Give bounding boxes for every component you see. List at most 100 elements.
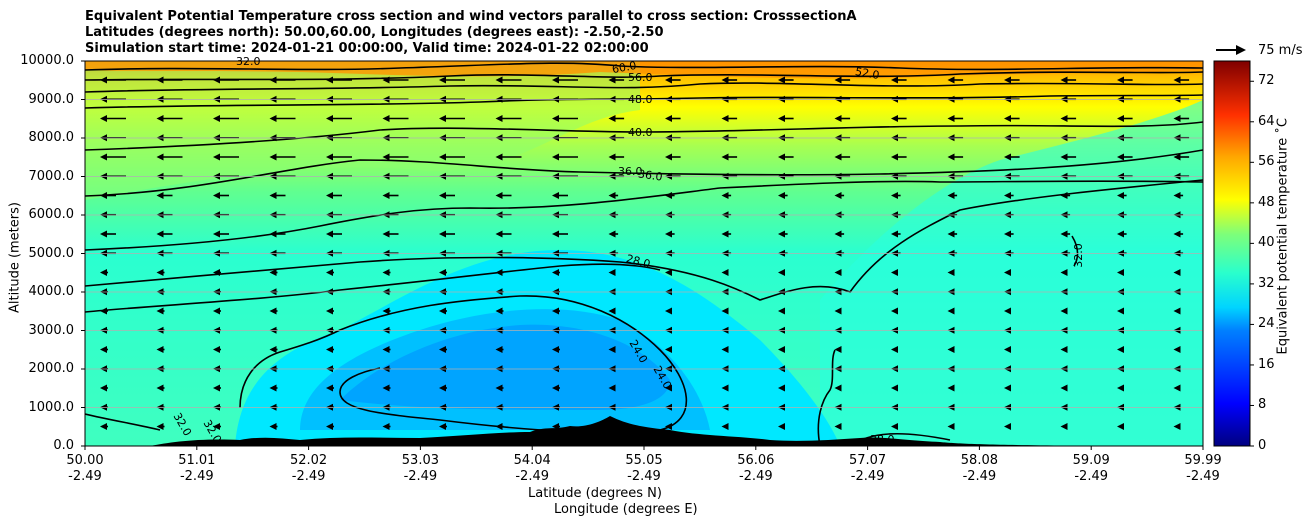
y-tick-label: 5000.0	[28, 245, 75, 261]
wind-vector	[439, 115, 465, 122]
wind-vector	[891, 307, 898, 315]
wind-vector	[721, 76, 738, 84]
colorbar-tick-marks	[1250, 80, 1254, 447]
wind-vector	[326, 192, 342, 199]
quiver-key-arrow	[1216, 45, 1246, 55]
wind-vector	[1173, 346, 1181, 353]
wind-vector	[834, 423, 842, 430]
quiver-key-label: 75 m/s	[1258, 43, 1303, 58]
wind-vector	[1117, 115, 1133, 122]
wind-vector	[778, 153, 794, 161]
wind-vector	[269, 269, 278, 276]
wind-vector	[947, 346, 955, 353]
contour-60	[85, 62, 1203, 71]
wind-vector	[1117, 76, 1133, 84]
wind-vector	[608, 230, 619, 238]
wind-vector	[834, 230, 845, 238]
wind-vector	[439, 307, 447, 315]
contour-label: 48.0	[628, 93, 653, 106]
wind-vector	[100, 192, 116, 199]
wind-vector	[552, 115, 578, 122]
wind-vector	[156, 192, 173, 199]
x-tick-latitude: 53.03	[401, 453, 439, 468]
wind-vector	[1173, 307, 1181, 315]
wind-vector	[665, 269, 672, 276]
wind-vector	[891, 346, 898, 353]
wind-vector	[382, 269, 391, 276]
contour-32c	[1071, 235, 1079, 267]
wind-vector	[326, 346, 334, 353]
y-tick-label: 7000.0	[28, 168, 75, 184]
contour-24	[239, 295, 688, 434]
wind-vector	[1117, 423, 1124, 430]
wind-vector	[382, 76, 409, 84]
wind-vector	[156, 153, 183, 161]
wind-vector	[721, 269, 729, 276]
x-tick-latitude: 59.09	[1072, 453, 1110, 468]
wind-vector	[834, 307, 842, 315]
wind-vector	[495, 307, 504, 315]
x-tick-marks	[84, 446, 1204, 450]
wind-vector	[891, 76, 907, 84]
wind-vector	[1173, 192, 1184, 199]
wind-vector	[891, 269, 898, 276]
x-tick-longitude: -2.49	[1074, 469, 1108, 484]
wind-vector	[100, 115, 126, 122]
wind-vector	[100, 307, 108, 315]
wind-vector	[439, 346, 447, 353]
x-tick-latitude: 57.07	[848, 453, 887, 468]
x-tick-latitude: 55.05	[625, 453, 663, 468]
wind-vector	[156, 115, 183, 122]
wind-vector	[947, 269, 955, 276]
wind-vector	[608, 153, 625, 161]
wind-vector	[721, 230, 732, 238]
wind-vector	[947, 76, 964, 84]
wind-vector	[439, 153, 465, 161]
wind-vector	[382, 115, 409, 122]
wind-vector	[1173, 153, 1190, 161]
wind-vector	[100, 346, 108, 353]
wind-vector	[1173, 115, 1190, 122]
wind-vector	[382, 423, 391, 430]
wind-vector	[665, 346, 672, 353]
contour-label: 32.0	[1071, 243, 1085, 268]
field-right-plume	[820, 100, 1203, 446]
y-tick-label: 6000.0	[28, 207, 75, 222]
wind-vector	[495, 346, 504, 353]
wind-vector	[439, 269, 447, 276]
wind-vector	[382, 307, 391, 315]
wind-vector	[947, 115, 964, 122]
x-tick-latitude: 51.01	[178, 453, 216, 468]
wind-vector	[1004, 346, 1011, 353]
contour-52	[85, 82, 1203, 93]
x-tick-label: 52.02 -2.49	[274, 453, 344, 485]
wind-vector	[721, 423, 729, 430]
x-axis-label-longitude: Longitude (degrees E)	[554, 502, 698, 517]
wind-vector	[495, 230, 512, 238]
wind-vector	[608, 192, 619, 199]
x-tick-longitude: -2.49	[515, 469, 549, 484]
wind-vector	[1117, 346, 1124, 353]
wind-vector	[552, 153, 578, 161]
wind-vector	[269, 115, 296, 122]
wind-vector	[269, 153, 296, 161]
wind-vector	[778, 384, 785, 392]
wind-vector	[608, 307, 616, 315]
wind-vector	[552, 307, 560, 315]
wind-vector	[1004, 76, 1020, 84]
wind-vector	[326, 76, 352, 84]
contour-label: 32.0	[236, 55, 261, 68]
wind-vector	[891, 192, 901, 199]
wind-vector	[665, 153, 681, 161]
x-tick-label: 56.06 -2.49	[721, 453, 791, 485]
wind-vector	[552, 192, 568, 199]
field-top-band	[85, 61, 1203, 79]
colorbar-tick-label: 24	[1258, 316, 1275, 332]
wind-vector	[1117, 269, 1124, 276]
wind-vector	[665, 384, 672, 392]
wind-vector	[834, 346, 842, 353]
wind-vector	[1173, 76, 1190, 84]
wind-vector	[552, 384, 560, 392]
x-tick-latitude: 58.08	[960, 453, 998, 468]
